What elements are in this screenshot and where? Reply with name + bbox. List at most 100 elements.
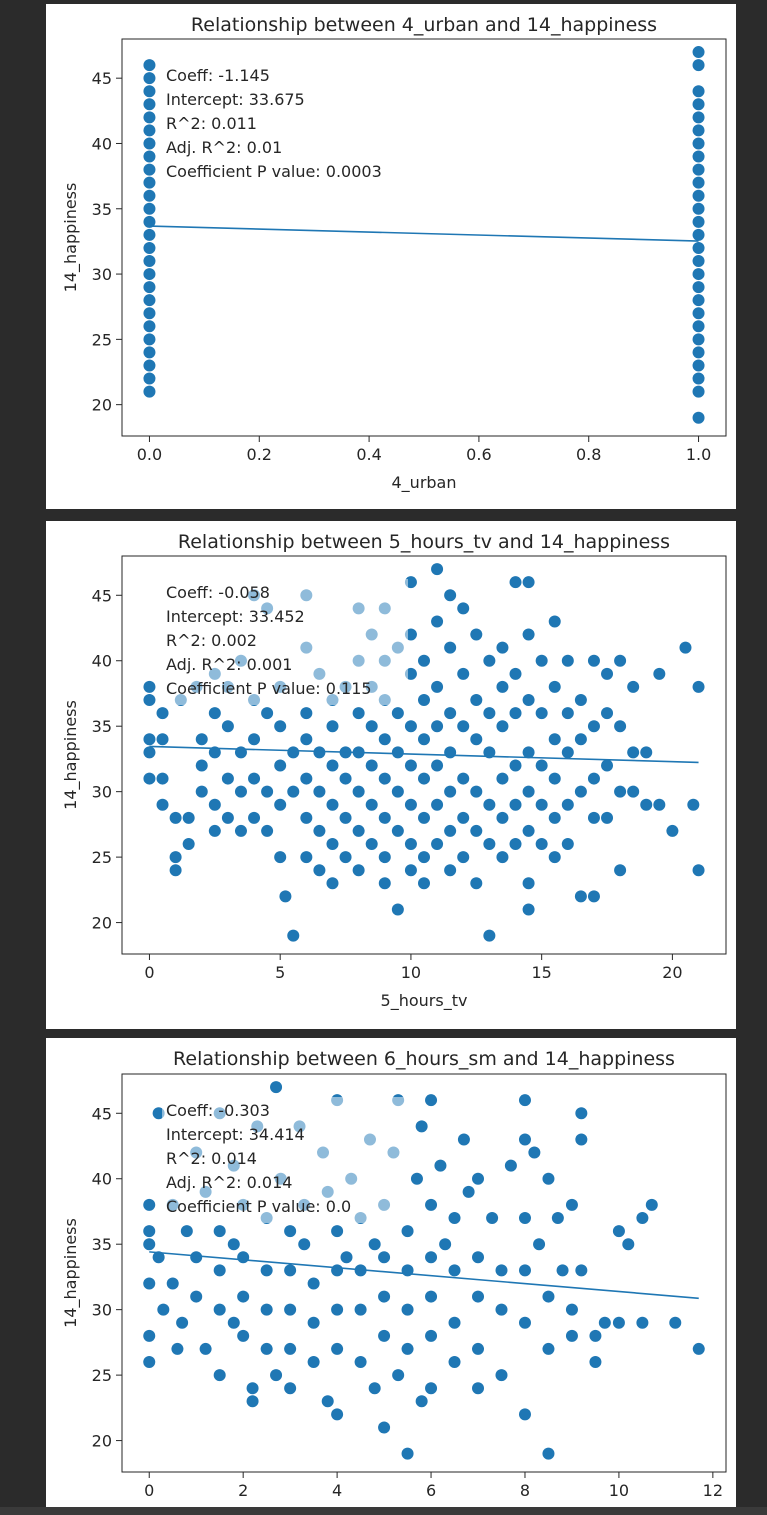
data-point	[692, 228, 705, 241]
data-point	[509, 759, 522, 772]
data-point	[548, 615, 561, 628]
stats-line: Coeff: -0.058	[166, 583, 270, 602]
data-point	[692, 59, 705, 72]
data-point	[213, 1264, 226, 1277]
data-point	[522, 824, 535, 837]
data-point	[143, 1356, 156, 1369]
data-point	[307, 1316, 320, 1329]
data-point	[190, 1290, 203, 1303]
data-point	[522, 877, 535, 890]
data-point	[195, 733, 208, 746]
data-point	[565, 1303, 578, 1316]
data-point	[669, 1316, 682, 1329]
data-point	[457, 1133, 470, 1146]
data-point	[692, 85, 705, 98]
data-point	[365, 838, 378, 851]
data-point	[171, 1342, 184, 1355]
y-tick-label: 20	[92, 396, 112, 415]
x-tick-label: 1.0	[686, 445, 711, 464]
data-point	[378, 877, 391, 890]
data-point	[143, 320, 156, 333]
data-point	[692, 202, 705, 215]
data-point	[548, 811, 561, 824]
x-tick-label: 2	[238, 1481, 248, 1500]
data-point	[300, 733, 313, 746]
data-point	[261, 824, 274, 837]
data-point	[213, 1303, 226, 1316]
data-point	[614, 720, 627, 733]
data-point	[535, 707, 548, 720]
data-point	[614, 864, 627, 877]
chart-svg: Relationship between 5_hours_tv and 14_h…	[61, 531, 727, 1011]
data-point	[483, 707, 496, 720]
data-point	[300, 772, 313, 785]
y-tick-label: 25	[92, 1366, 112, 1385]
data-point	[535, 798, 548, 811]
data-point	[589, 1356, 602, 1369]
data-point	[587, 720, 600, 733]
y-tick-label: 40	[92, 1170, 112, 1189]
data-point	[457, 851, 470, 864]
stats-line: Adj. R^2: 0.014	[166, 1173, 292, 1192]
data-point	[354, 1303, 367, 1316]
data-point	[169, 864, 182, 877]
data-point	[378, 811, 391, 824]
regression-line	[149, 745, 699, 764]
data-point	[169, 811, 182, 824]
x-tick-label: 0.0	[137, 445, 162, 464]
data-point	[368, 1382, 381, 1395]
data-point	[365, 720, 378, 733]
stats-line: Coefficient P value: 0.115	[166, 679, 372, 698]
x-tick-label: 0.4	[356, 445, 381, 464]
data-point	[587, 811, 600, 824]
y-tick-label: 40	[92, 134, 112, 153]
data-point	[313, 864, 326, 877]
data-point	[143, 228, 156, 241]
data-point	[496, 680, 509, 693]
data-point	[157, 1303, 170, 1316]
y-tick-label: 45	[92, 1104, 112, 1123]
data-point	[692, 864, 705, 877]
data-point	[143, 694, 156, 707]
data-point	[143, 59, 156, 72]
data-point	[378, 772, 391, 785]
data-point	[431, 759, 444, 772]
data-point	[470, 877, 483, 890]
scrollbar-track[interactable]	[0, 1507, 767, 1515]
data-point	[509, 576, 522, 589]
y-tick-label: 35	[92, 717, 112, 736]
data-point	[365, 759, 378, 772]
axes-frame	[121, 1073, 727, 1473]
data-point	[518, 1212, 531, 1225]
y-tick-label: 30	[92, 265, 112, 284]
data-point	[574, 890, 587, 903]
data-point	[448, 1356, 461, 1369]
data-point	[331, 1408, 344, 1421]
data-point	[495, 1264, 508, 1277]
data-point	[614, 785, 627, 798]
data-point	[575, 1107, 588, 1120]
data-point	[627, 680, 640, 693]
data-point	[331, 1264, 344, 1277]
data-point	[143, 72, 156, 85]
data-point	[284, 1264, 297, 1277]
data-point	[284, 1225, 297, 1238]
data-point	[666, 824, 679, 837]
data-point	[415, 1120, 428, 1133]
data-point	[444, 864, 457, 877]
regression-line	[149, 1251, 699, 1300]
data-point	[143, 772, 156, 785]
data-point	[237, 1251, 250, 1264]
data-point	[307, 1356, 320, 1369]
data-point	[542, 1290, 555, 1303]
data-point	[213, 1225, 226, 1238]
axes-frame	[121, 38, 727, 437]
data-point	[313, 785, 326, 798]
data-point	[352, 864, 365, 877]
data-point	[208, 746, 221, 759]
data-point	[535, 654, 548, 667]
data-point	[221, 772, 234, 785]
data-point	[378, 851, 391, 864]
data-point	[448, 1316, 461, 1329]
